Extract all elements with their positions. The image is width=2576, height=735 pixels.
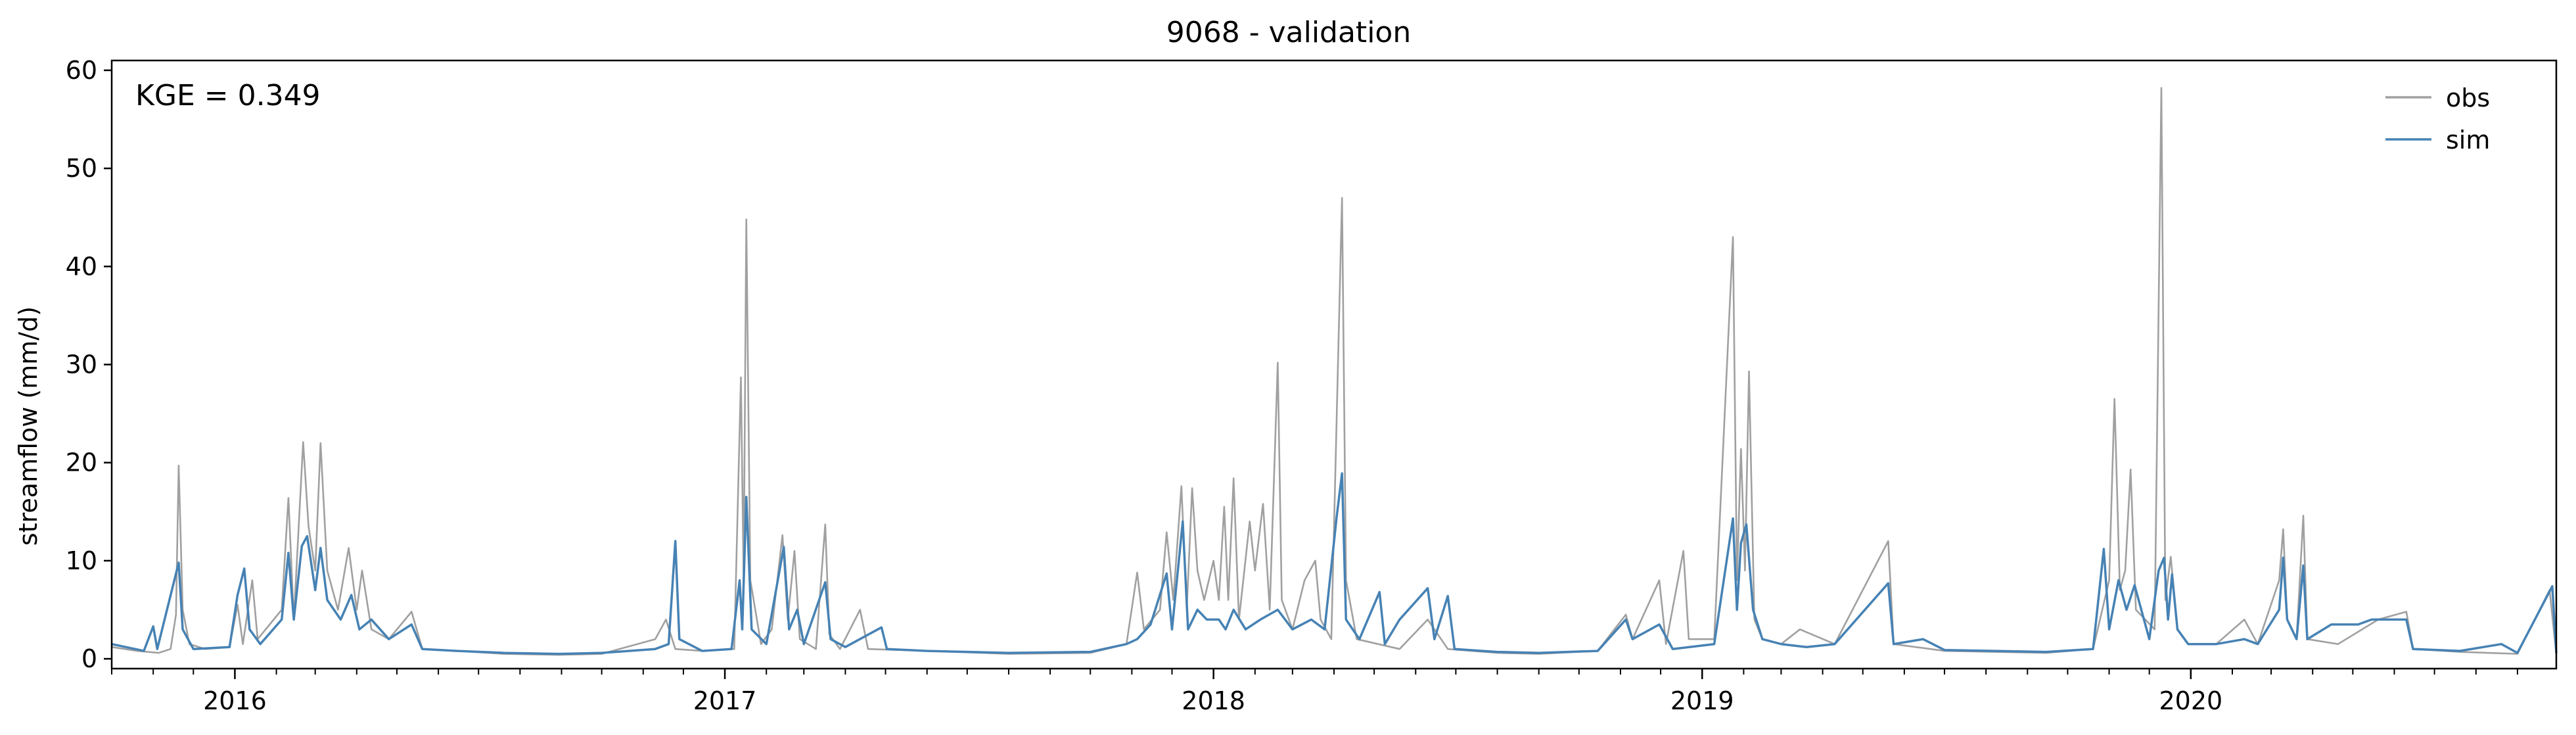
x-tick-label: 2020 xyxy=(2159,686,2222,715)
y-tick-label: 30 xyxy=(66,350,97,379)
x-tick-label: 2016 xyxy=(203,686,267,715)
x-axis: 2016 2017 2018 2019 2020 xyxy=(111,669,2518,715)
y-tick-label: 50 xyxy=(66,154,97,183)
legend: obs sim xyxy=(2385,83,2490,154)
y-tick-label: 40 xyxy=(66,252,97,281)
series-layer xyxy=(111,87,2558,656)
kge-annotation: KGE = 0.349 xyxy=(135,79,321,112)
y-tick-label: 10 xyxy=(66,546,97,575)
y-axis-label: streamflow (mm/d) xyxy=(14,306,43,546)
legend-label-obs: obs xyxy=(2446,83,2490,112)
y-axis: 0 10 20 30 40 50 60 xyxy=(66,56,112,673)
y-tick-label: 60 xyxy=(66,56,97,85)
plot-frame xyxy=(110,59,2558,670)
series-line-sim xyxy=(111,472,2558,655)
chart-title: 9068 - validation xyxy=(1166,16,1411,49)
plot-area xyxy=(110,59,2558,670)
x-tick-label: 2018 xyxy=(1182,686,1245,715)
series-line-obs xyxy=(111,87,2558,656)
x-tick-label: 2019 xyxy=(1670,686,1734,715)
y-tick-label: 0 xyxy=(81,644,97,673)
legend-label-sim: sim xyxy=(2446,126,2490,154)
x-tick-label: 2017 xyxy=(693,686,757,715)
y-tick-label: 20 xyxy=(66,448,97,477)
